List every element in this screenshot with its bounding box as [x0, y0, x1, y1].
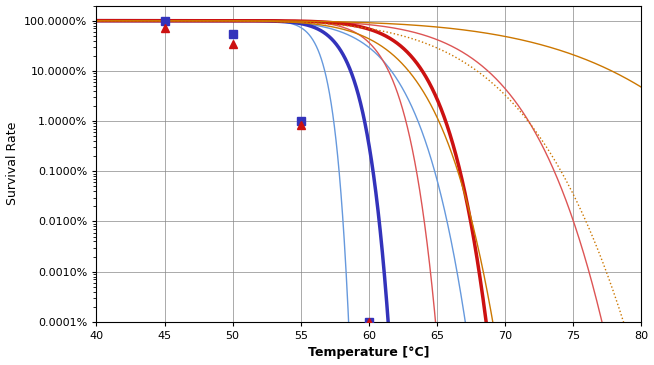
Y-axis label: Survival Rate: Survival Rate [5, 122, 18, 205]
X-axis label: Temperature [°C]: Temperature [°C] [308, 346, 430, 360]
